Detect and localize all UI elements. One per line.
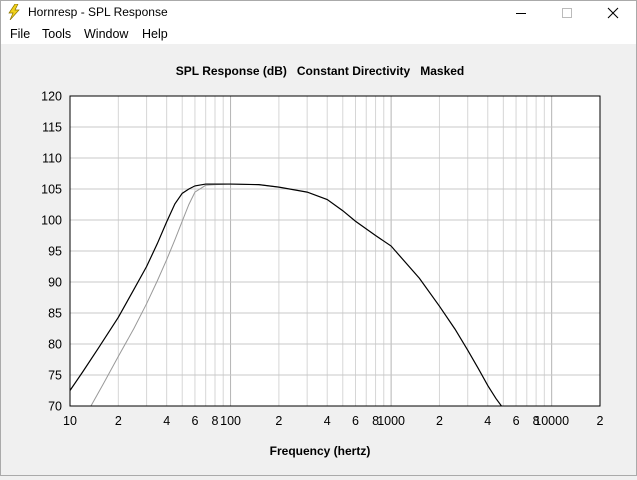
window-title: Hornresp - SPL Response xyxy=(28,5,168,19)
x-axis-label: Frequency (hertz) xyxy=(270,444,371,458)
y-tick-labels: 70 75 80 85 90 95 100 105 110 115 120 xyxy=(41,90,62,414)
x-tick-label: 2 xyxy=(597,414,604,428)
maximize-icon xyxy=(562,7,572,18)
minimize-icon xyxy=(516,12,526,14)
y-tick-label: 115 xyxy=(42,121,62,135)
y-tick-label: 85 xyxy=(48,307,62,321)
menu-file[interactable]: File xyxy=(10,27,31,41)
grid xyxy=(70,96,601,406)
close-button[interactable] xyxy=(590,1,636,24)
chart-title: SPL Response (dB) Constant Directivity M… xyxy=(176,64,465,78)
x-tick-label: 100 xyxy=(220,414,241,428)
menu-tools[interactable]: Tools xyxy=(42,27,72,41)
x-tick-label: 8 xyxy=(212,414,219,428)
y-tick-label: 75 xyxy=(48,369,62,383)
x-tick-label: 10000 xyxy=(534,414,569,428)
series-group xyxy=(70,183,503,406)
series-line-spl xyxy=(70,183,503,406)
x-tick-label: 8 xyxy=(533,414,540,428)
x-tick-label: 6 xyxy=(513,414,520,428)
minimize-button[interactable] xyxy=(498,1,544,24)
y-tick-label: 110 xyxy=(42,152,62,166)
x-tick-label: 8 xyxy=(372,414,379,428)
hornresp-lightning-icon xyxy=(6,3,22,21)
x-tick-label: 6 xyxy=(191,414,198,428)
x-tick-label: 2 xyxy=(115,414,122,428)
chart-area: SPL Response (dB) Constant Directivity M… xyxy=(1,44,636,475)
x-tick-label: 4 xyxy=(484,414,491,428)
menu-window[interactable]: Window xyxy=(84,27,129,41)
spl-response-chart: SPL Response (dB) Constant Directivity M… xyxy=(41,64,603,458)
plot-frame xyxy=(69,95,601,407)
y-tick-label: 120 xyxy=(41,90,62,104)
menu-bar: File Tools Window Help xyxy=(1,24,636,44)
x-tick-label: 2 xyxy=(275,414,282,428)
y-tick-label: 105 xyxy=(41,183,62,197)
maximize-button[interactable] xyxy=(544,1,590,24)
y-tick-label: 100 xyxy=(41,214,62,228)
x-tick-label: 4 xyxy=(163,414,170,428)
x-tick-label: 4 xyxy=(324,414,331,428)
title-bar[interactable]: Hornresp - SPL Response xyxy=(1,1,636,24)
x-tick-label: 10 xyxy=(63,414,77,428)
y-tick-label: 70 xyxy=(48,400,62,414)
x-tick-label: 1000 xyxy=(377,414,405,428)
y-tick-label: 95 xyxy=(48,245,62,259)
x-tick-label: 6 xyxy=(352,414,359,428)
close-icon xyxy=(607,7,619,18)
menu-help[interactable]: Help xyxy=(142,27,168,41)
x-tick-label: 2 xyxy=(436,414,443,428)
y-tick-label: 80 xyxy=(48,338,62,352)
y-tick-label: 90 xyxy=(48,276,62,290)
